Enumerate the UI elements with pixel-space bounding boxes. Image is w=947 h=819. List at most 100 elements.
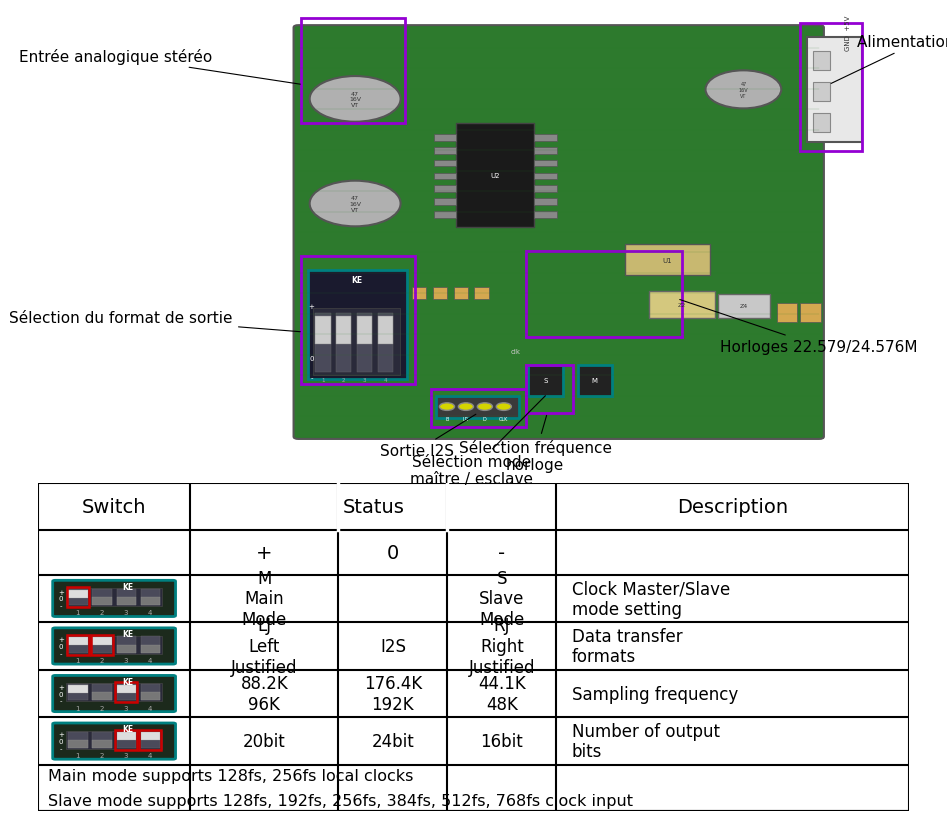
Text: Main mode supports 128fs, 256fs local clocks: Main mode supports 128fs, 256fs local cl… <box>48 768 414 783</box>
Bar <box>534 135 557 142</box>
Bar <box>777 304 797 323</box>
Circle shape <box>310 77 401 123</box>
Bar <box>141 731 160 748</box>
Text: Sélection fréquence
horloge: Sélection fréquence horloge <box>458 416 612 473</box>
Bar <box>301 256 415 385</box>
Text: Switch: Switch <box>81 497 147 517</box>
Bar <box>434 147 456 154</box>
Text: Clock Master/Slave
mode setting: Clock Master/Slave mode setting <box>572 579 730 618</box>
Text: 176.4K
192K: 176.4K 192K <box>364 674 422 713</box>
Text: 0: 0 <box>310 355 313 362</box>
Bar <box>813 84 830 102</box>
Bar <box>528 366 563 396</box>
Bar <box>93 637 112 645</box>
Bar <box>434 199 456 206</box>
Text: 3: 3 <box>124 609 129 616</box>
Bar <box>116 685 135 693</box>
Bar <box>68 590 87 598</box>
Bar <box>93 597 112 605</box>
Bar <box>116 589 135 605</box>
Text: 2: 2 <box>342 378 346 382</box>
Text: Sampling frequency: Sampling frequency <box>572 685 739 703</box>
Bar <box>357 314 372 373</box>
Text: +: + <box>59 731 64 737</box>
Bar <box>434 212 456 219</box>
Text: M
Main
Mode: M Main Mode <box>241 569 287 628</box>
Text: Sélection mode
maître / esclave: Sélection mode maître / esclave <box>410 396 545 486</box>
Bar <box>313 309 400 375</box>
Bar <box>116 731 135 748</box>
Text: 4: 4 <box>148 609 152 616</box>
Text: 47
16V
VT: 47 16V VT <box>349 196 361 213</box>
Bar <box>433 287 447 299</box>
Bar <box>141 692 160 700</box>
Bar <box>336 314 351 373</box>
Bar <box>115 730 137 749</box>
Bar <box>141 597 160 605</box>
Text: 2: 2 <box>99 752 104 758</box>
Text: 1: 1 <box>76 752 80 758</box>
Text: 47
16V
VT: 47 16V VT <box>349 92 361 108</box>
Text: -: - <box>311 374 313 381</box>
Bar <box>474 287 489 299</box>
Text: 1: 1 <box>76 704 80 711</box>
Bar <box>625 245 710 275</box>
Bar <box>93 692 112 700</box>
Bar <box>91 635 114 654</box>
Text: 1: 1 <box>76 657 80 663</box>
Bar <box>116 732 135 740</box>
Bar <box>434 135 456 142</box>
Bar <box>115 682 137 702</box>
Bar <box>534 161 557 167</box>
Text: 4: 4 <box>148 704 152 711</box>
Bar <box>800 304 821 323</box>
Text: B: B <box>445 417 449 422</box>
Text: 1: 1 <box>76 609 80 616</box>
Bar <box>434 161 456 167</box>
Bar <box>434 174 456 180</box>
Text: +: + <box>256 543 273 563</box>
Bar <box>93 740 112 748</box>
Text: Horloges 22.579/24.576M: Horloges 22.579/24.576M <box>680 300 918 355</box>
Text: 3: 3 <box>363 378 366 382</box>
Bar <box>141 684 160 700</box>
Bar <box>434 186 456 192</box>
Text: 24bit: 24bit <box>371 732 414 750</box>
Text: 2: 2 <box>99 704 104 711</box>
Bar <box>116 645 135 653</box>
Text: clk: clk <box>511 349 521 355</box>
Text: 0: 0 <box>386 543 399 563</box>
Bar <box>66 731 162 749</box>
Text: +: + <box>59 589 64 595</box>
Text: LJ
Left
Justified: LJ Left Justified <box>231 617 297 676</box>
Bar <box>93 684 112 700</box>
Bar <box>68 740 87 748</box>
FancyBboxPatch shape <box>294 26 824 439</box>
Circle shape <box>706 71 781 109</box>
Text: D: D <box>483 417 487 422</box>
Bar <box>813 52 830 71</box>
Bar <box>68 685 87 693</box>
Text: Number of output
bits: Number of output bits <box>572 722 720 761</box>
Text: U2: U2 <box>491 173 500 179</box>
Bar <box>139 730 162 749</box>
Bar <box>66 683 162 701</box>
Text: Description: Description <box>677 497 788 517</box>
Bar <box>378 317 393 344</box>
Text: 16bit: 16bit <box>480 732 523 750</box>
Bar <box>454 287 468 299</box>
Text: +: + <box>59 636 64 642</box>
Bar <box>357 317 372 344</box>
Text: 2: 2 <box>99 609 104 616</box>
Text: KE: KE <box>123 629 134 638</box>
Text: -: - <box>60 698 63 704</box>
FancyBboxPatch shape <box>53 628 175 664</box>
Bar <box>534 199 557 206</box>
Bar <box>68 731 87 748</box>
Text: Data transfer
formats: Data transfer formats <box>572 627 683 666</box>
Bar <box>116 684 135 700</box>
Bar <box>93 589 112 605</box>
Bar <box>534 174 557 180</box>
Text: Slave mode supports 128fs, 192fs, 256fs, 384fs, 512fs, 768fs clock input: Slave mode supports 128fs, 192fs, 256fs,… <box>48 793 634 808</box>
Text: KE: KE <box>123 676 134 686</box>
